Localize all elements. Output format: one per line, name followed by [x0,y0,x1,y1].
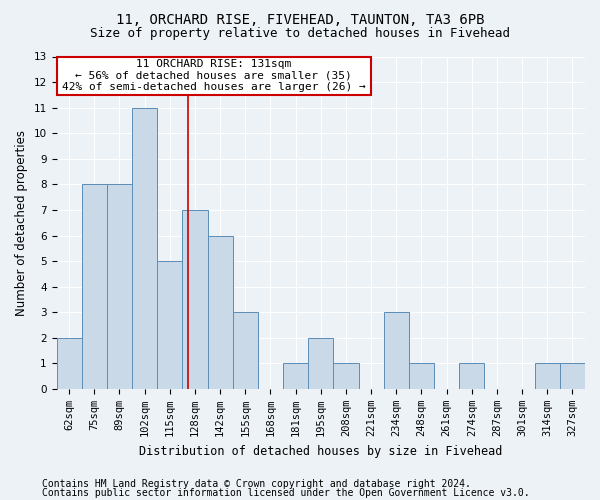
Bar [82,184,107,389]
Text: 11, ORCHARD RISE, FIVEHEAD, TAUNTON, TA3 6PB: 11, ORCHARD RISE, FIVEHEAD, TAUNTON, TA3… [116,12,484,26]
Bar [283,364,308,389]
Y-axis label: Number of detached properties: Number of detached properties [15,130,28,316]
Text: Contains HM Land Registry data © Crown copyright and database right 2024.: Contains HM Land Registry data © Crown c… [42,479,471,489]
Bar [182,210,208,389]
Bar [383,312,409,389]
Bar [132,108,157,389]
Bar [56,338,82,389]
Bar [107,184,132,389]
Text: 11 ORCHARD RISE: 131sqm
← 56% of detached houses are smaller (35)
42% of semi-de: 11 ORCHARD RISE: 131sqm ← 56% of detache… [62,59,365,92]
Bar [459,364,484,389]
Bar [334,364,359,389]
Bar [233,312,258,389]
Bar [560,364,585,389]
Bar [208,236,233,389]
Bar [308,338,334,389]
Bar [409,364,434,389]
Bar [535,364,560,389]
X-axis label: Distribution of detached houses by size in Fivehead: Distribution of detached houses by size … [139,444,502,458]
FancyBboxPatch shape [56,56,371,95]
Bar [157,261,182,389]
Text: Contains public sector information licensed under the Open Government Licence v3: Contains public sector information licen… [42,488,530,498]
Text: Size of property relative to detached houses in Fivehead: Size of property relative to detached ho… [90,26,510,40]
